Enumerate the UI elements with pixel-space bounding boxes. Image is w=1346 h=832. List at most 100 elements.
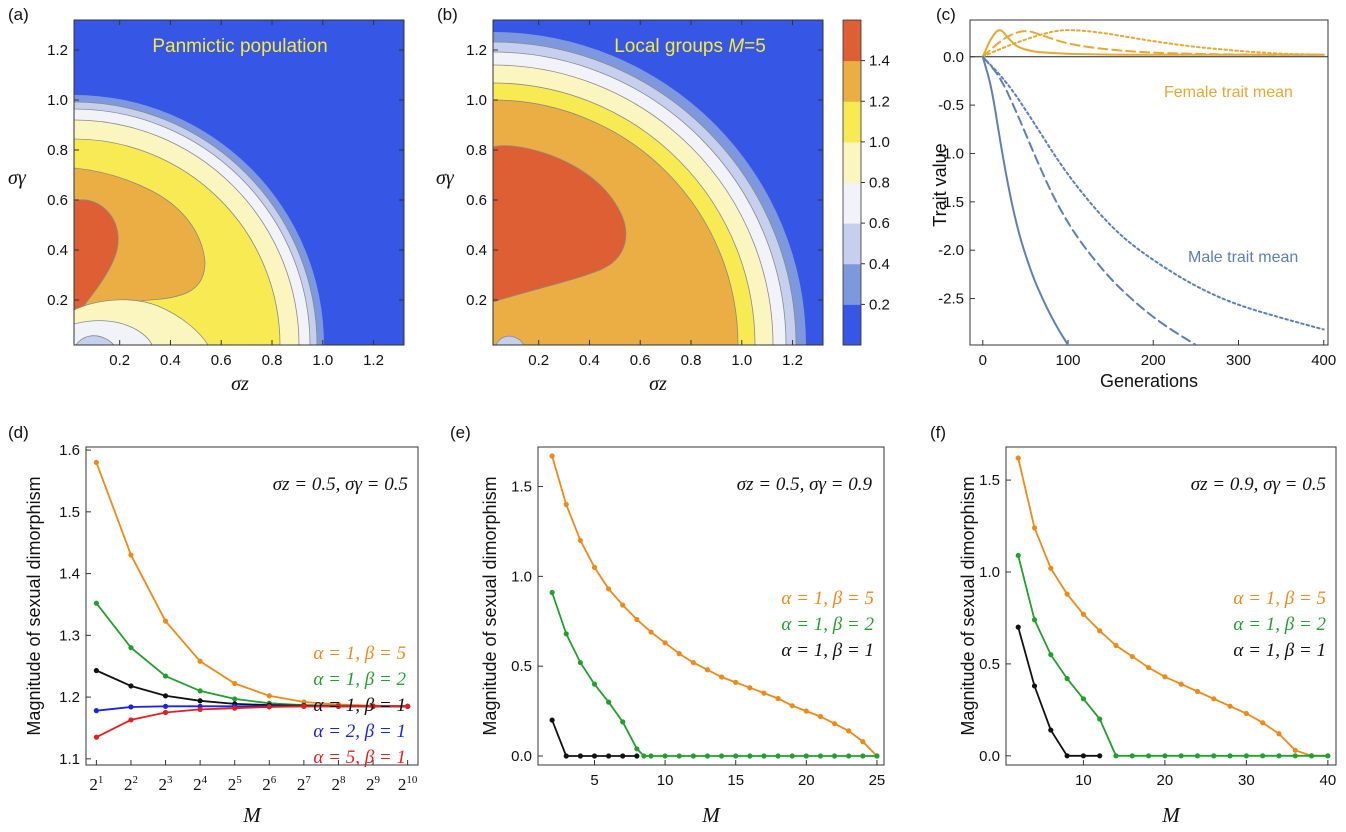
panel-label-a: (a) xyxy=(8,5,29,24)
panel-a-contours xyxy=(74,20,404,345)
y-tick-label: 1.0 xyxy=(47,92,68,109)
data-point xyxy=(1015,455,1021,461)
x-tick-label: 27 xyxy=(297,774,312,794)
data-point xyxy=(128,552,134,558)
data-point xyxy=(789,703,795,709)
data-point xyxy=(648,629,654,635)
y-tick-label: -1.0 xyxy=(938,145,964,162)
data-point xyxy=(775,695,781,702)
colorbar-swatch xyxy=(843,263,861,305)
data-point xyxy=(1129,753,1135,759)
data-point xyxy=(577,537,583,544)
panel-b-xlabel: σz xyxy=(649,373,667,395)
panel-e-line-chart: 5 10 15 20 25 0.0 0.5 1.0 1.5 α = 1, β = 5 α = 1, … xyxy=(480,446,885,827)
y-tick-label: 1.0 xyxy=(466,92,487,109)
data-point xyxy=(1031,617,1038,623)
data-point xyxy=(1064,591,1070,597)
panel-a-ylabel: σγ xyxy=(8,167,27,189)
legend-entry: α = 5, β = 1 xyxy=(313,747,406,768)
data-point xyxy=(1113,642,1119,649)
x-tick-label: 210 xyxy=(398,774,418,794)
data-point xyxy=(301,703,307,709)
data-point xyxy=(1276,753,1282,759)
legend-entry: α = 1, β = 2 xyxy=(1233,614,1326,635)
data-point xyxy=(620,719,626,725)
x-tick-label: 5 xyxy=(590,772,598,789)
data-point xyxy=(197,688,203,694)
y-tick-label: 0.5 xyxy=(511,658,532,675)
legend-entry: α = 1, β = 1 xyxy=(781,640,874,661)
panel-b-contour-plot: Local groups M=5 0.2 0.4 0.6 0.8 1.0 1.20.20.… xyxy=(436,19,824,395)
data-point xyxy=(93,708,99,714)
x-tick-label: 0.4 xyxy=(579,352,600,369)
y-tick-label: 1.5 xyxy=(59,504,80,521)
panel-b-contours xyxy=(493,20,823,345)
data-point xyxy=(733,753,739,759)
data-point xyxy=(606,586,612,592)
x-tick-label: 23 xyxy=(159,774,174,794)
y-tick-label: 1.0 xyxy=(979,564,1000,581)
panel-e-plot: 5 10 15 20 25 0.0 0.5 1.0 1.5 α = 1, β = 5 α = 1, … xyxy=(511,453,885,789)
data-point xyxy=(591,753,598,759)
colorbar-swatch xyxy=(843,223,861,265)
panel-label-c: (c) xyxy=(936,5,956,24)
data-point xyxy=(577,659,583,666)
y-tick-label: -1.5 xyxy=(938,194,964,211)
data-point xyxy=(761,753,767,759)
x-tick-label: 26 xyxy=(262,774,277,794)
x-tick-label: 0.8 xyxy=(262,352,283,369)
y-tick-label: 0.0 xyxy=(943,49,964,66)
y-tick-label: 1.2 xyxy=(466,42,487,59)
data-point xyxy=(1162,753,1168,759)
colorbar-tick-label: 1.2 xyxy=(869,93,890,110)
data-point xyxy=(733,679,739,685)
x-tick-label: 0.6 xyxy=(630,352,651,369)
data-point xyxy=(648,753,654,759)
panel-b-axes: 0.2 0.4 0.6 0.8 1.0 1.2 0.2 0.4 0.6 0.8 1.0 1.2 xyxy=(466,20,823,369)
data-point xyxy=(1162,674,1168,680)
colorbar-swatch xyxy=(843,141,861,183)
x-tick-label: 300 xyxy=(1226,352,1251,369)
data-point xyxy=(266,693,272,699)
panel-d-annotation: σz = 0.5, σγ = 0.5 xyxy=(273,474,408,495)
colorbar-tick-label: 0.8 xyxy=(869,175,890,192)
data-point xyxy=(128,645,134,651)
data-point xyxy=(1080,753,1087,759)
panel-d-plot: 21 22 23 24 25 26 27 28 29 210 1.1 1.2 1.3 1.4 1.5 1.6 α… xyxy=(59,442,418,794)
data-point xyxy=(563,753,569,759)
data-point xyxy=(606,699,612,705)
y-tick-label: 0.2 xyxy=(466,292,487,309)
data-point xyxy=(197,706,203,713)
data-point xyxy=(718,674,725,680)
data-point xyxy=(563,501,569,508)
data-point xyxy=(860,753,866,759)
data-point xyxy=(874,753,880,759)
x-tick-label: 15 xyxy=(727,772,744,789)
panel-b-title: Local groups M=5 xyxy=(614,36,766,57)
data-point xyxy=(1292,747,1298,753)
data-point xyxy=(1145,664,1152,671)
series-line xyxy=(551,455,878,757)
y-tick-label: -2.0 xyxy=(938,242,964,259)
y-tick-label: 0.4 xyxy=(47,242,68,259)
data-point xyxy=(831,721,838,727)
data-point xyxy=(563,631,569,637)
series-line-female-solid xyxy=(981,29,1325,58)
data-point xyxy=(1048,565,1054,571)
data-point xyxy=(817,753,824,759)
panel-c-plot: 0 100 200 300 400 0.0 -0.5 -1.0 -1.5 -2.0 -2.5 xyxy=(938,29,1336,369)
data-point xyxy=(662,640,668,646)
data-point xyxy=(1211,753,1217,759)
data-point xyxy=(1097,753,1103,759)
x-tick-label: 1.0 xyxy=(312,352,333,369)
data-point xyxy=(775,753,781,759)
x-tick-label: 100 xyxy=(1056,352,1081,369)
panel-a-contour-plot: Panmictic population 0.2 0.4 0.6 0.8 1.0 1.20… xyxy=(8,19,405,395)
x-tick-label: 0.8 xyxy=(681,352,702,369)
x-tick-label: 0.2 xyxy=(109,352,130,369)
data-point xyxy=(1129,653,1135,660)
data-point xyxy=(747,685,753,691)
data-point xyxy=(577,753,583,759)
panel-c-male-annotation: Male trait mean xyxy=(1188,249,1298,266)
data-point xyxy=(641,753,647,759)
